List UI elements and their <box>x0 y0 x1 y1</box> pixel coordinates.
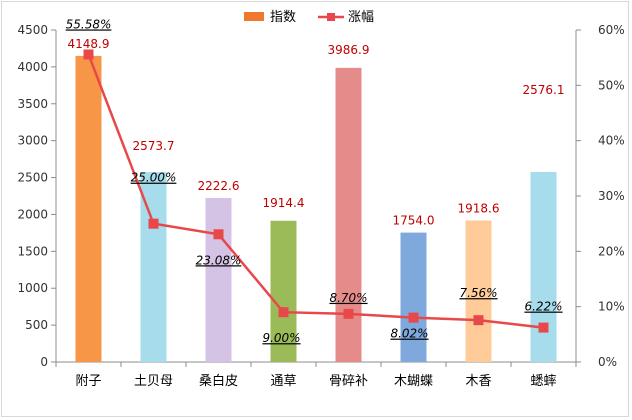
left-tick-label: 4500 <box>17 23 48 37</box>
category-label: 附子 <box>75 374 101 389</box>
growth-value-label: 9.00% <box>262 331 300 345</box>
left-tick-label: 2000 <box>17 207 48 221</box>
bar <box>205 198 232 362</box>
legend-label: 涨幅 <box>348 10 374 25</box>
bar-value-label: 1914.4 <box>263 196 305 210</box>
bar <box>270 220 297 362</box>
growth-marker <box>213 229 224 240</box>
category-label: 骨碎补 <box>329 374 368 389</box>
right-tick-label: 60% <box>598 23 625 37</box>
left-tick-label: 0 <box>40 355 48 369</box>
bar-value-label: 2222.6 <box>198 179 240 193</box>
category-label: 通草 <box>270 374 296 389</box>
growth-marker <box>343 308 354 319</box>
growth-marker <box>278 307 289 318</box>
category-label: 桑白皮 <box>199 373 238 389</box>
growth-marker <box>83 49 94 60</box>
bar <box>75 55 102 362</box>
growth-value-label: 23.08% <box>196 253 242 267</box>
growth-value-label: 25.00% <box>131 171 177 185</box>
right-tick-label: 40% <box>598 134 625 148</box>
bar-value-label: 1754.0 <box>393 214 435 228</box>
legend-bar-swatch <box>244 12 264 21</box>
bar <box>530 171 557 362</box>
category-label: 土贝母 <box>134 374 173 389</box>
right-tick-label: 30% <box>598 189 625 203</box>
right-tick-label: 50% <box>598 78 625 92</box>
growth-value-label: 8.02% <box>390 327 428 341</box>
growth-value-label: 6.22% <box>524 300 562 314</box>
left-tick-label: 3500 <box>17 97 48 111</box>
bar-value-label: 1918.6 <box>458 201 500 215</box>
right-tick-label: 0% <box>598 355 617 369</box>
bar-value-label: 2576.1 <box>523 83 565 97</box>
left-tick-label: 1000 <box>17 281 48 295</box>
left-tick-label: 2500 <box>17 171 48 185</box>
left-tick-label: 1500 <box>17 244 48 258</box>
legend-label: 指数 <box>270 10 296 25</box>
category-label: 蟋蟀 <box>530 373 556 389</box>
growth-line <box>87 54 544 329</box>
category-label: 木蝴蝶 <box>394 374 433 389</box>
growth-value-label: 8.70% <box>329 291 367 305</box>
left-tick-label: 3000 <box>17 134 48 148</box>
left-tick-label: 500 <box>25 318 48 332</box>
growth-marker <box>538 322 549 333</box>
bar-value-label: 4148.9 <box>68 37 110 51</box>
growth-marker <box>473 315 484 326</box>
growth-value-label: 55.58% <box>66 17 112 31</box>
growth-marker <box>148 218 159 229</box>
left-tick-label: 4000 <box>17 60 48 74</box>
growth-marker <box>408 312 419 323</box>
bar-value-label: 3986.9 <box>328 43 370 57</box>
bar-value-label: 2573.7 <box>133 139 175 153</box>
right-tick-label: 10% <box>598 300 625 314</box>
bar <box>465 220 492 362</box>
bar <box>400 232 427 362</box>
category-label: 木香 <box>465 374 491 389</box>
right-tick-label: 20% <box>598 244 625 258</box>
growth-value-label: 7.56% <box>459 286 497 300</box>
legend-line-marker <box>327 13 335 21</box>
